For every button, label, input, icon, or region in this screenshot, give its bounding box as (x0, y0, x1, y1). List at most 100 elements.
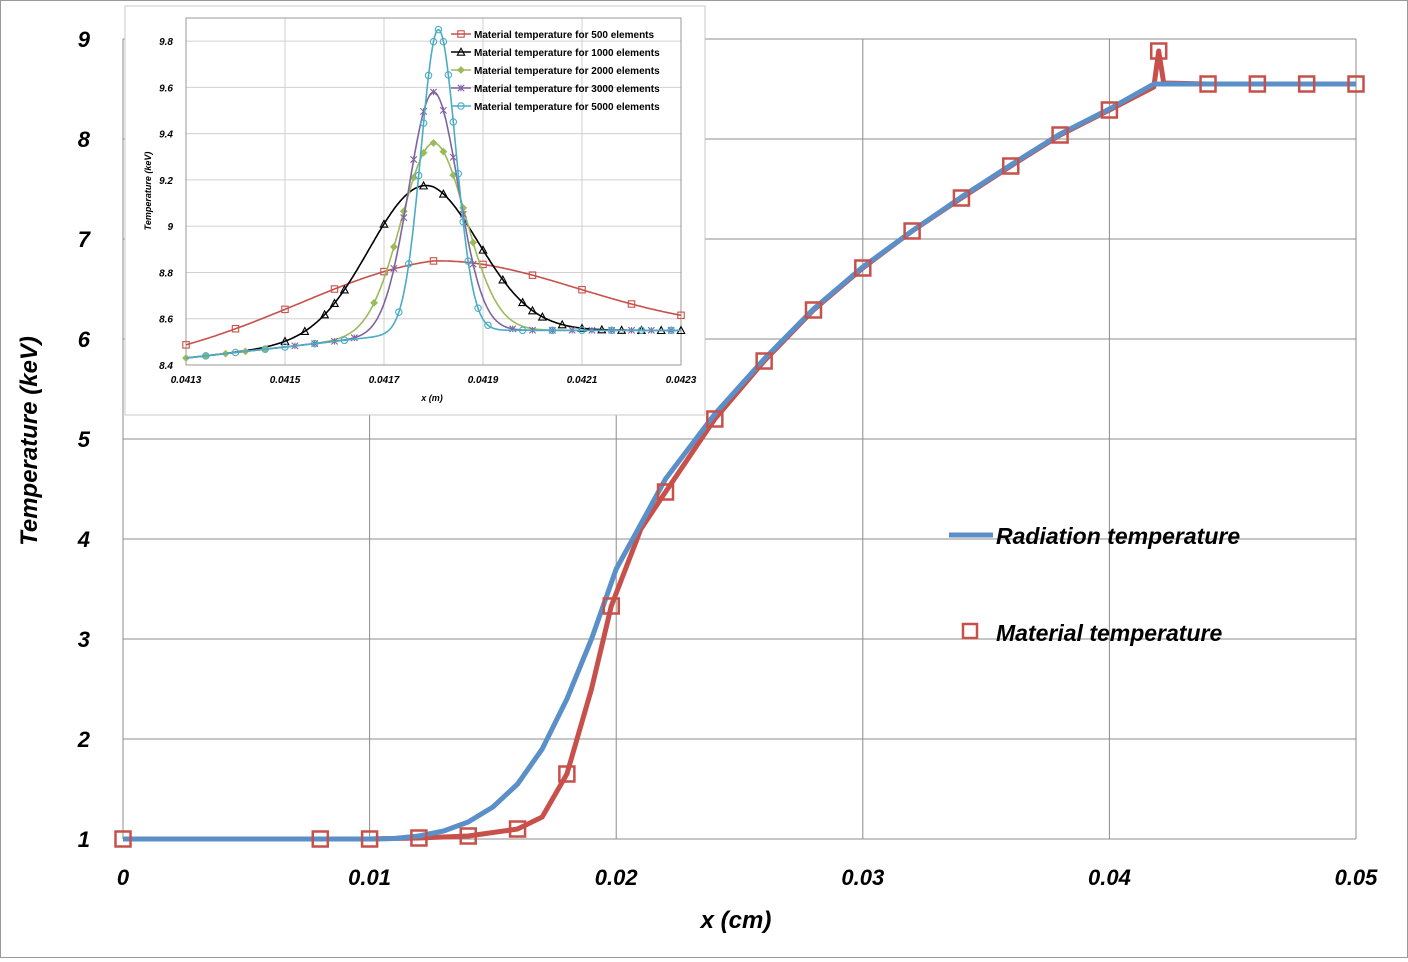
inset-y-tick-label: 8.8 (159, 268, 173, 279)
inset-triangle-marker (300, 326, 310, 335)
inset-circle-marker (231, 348, 240, 357)
x-tick-label: 0.03 (841, 865, 884, 890)
x-tick-label: 0.01 (348, 865, 391, 890)
inset-circle-marker (637, 326, 646, 335)
material-temperature-marker (1297, 75, 1316, 93)
inset-x-tick-label: 0.0417 (369, 375, 400, 386)
y-tick-label: 7 (78, 227, 92, 252)
inset-plot-border (185, 17, 682, 366)
inset-series-layer (182, 25, 686, 362)
material-temperature-marker (1248, 75, 1267, 93)
inset-x-tick-label: 0.0423 (666, 375, 697, 386)
inset-y-tick-label: 9.4 (159, 130, 173, 141)
inset-circle-marker (202, 352, 210, 360)
inset-x-tick-label: 0.0421 (567, 375, 598, 386)
inset-triangle-marker (329, 298, 340, 307)
inset-triangle-marker (527, 305, 538, 315)
legend-radiation-label: Radiation temperature (996, 523, 1240, 549)
material-temperature-marker (602, 597, 621, 615)
inset-y-axis-label: Temperature (keV) (143, 152, 153, 231)
inset-circle-marker (457, 102, 465, 110)
x-axis-label: x (cm) (699, 907, 772, 934)
inset-triangle-marker (438, 189, 449, 198)
y-tick-label: 3 (78, 627, 90, 652)
material-temperature-marker (1051, 126, 1069, 144)
inset-circle-marker (395, 308, 403, 316)
inset-triangle-marker (280, 336, 290, 345)
material-temperature-marker (903, 222, 921, 240)
inset-circle-marker (439, 37, 448, 46)
inset-circle-marker (607, 326, 616, 335)
inset-circle-marker (474, 304, 482, 312)
inset-legend: Material temperature for 500 elements Mat… (451, 30, 660, 113)
material-temperature-marker (114, 830, 132, 848)
inset-circle-marker (414, 171, 423, 180)
inset-triangle-marker (319, 309, 330, 319)
inset-circle-marker (464, 257, 472, 265)
legend-material-swatch (961, 622, 979, 640)
inset-diamond-marker (439, 147, 448, 156)
material-temperature-marker (1100, 101, 1119, 119)
inset-square-marker (677, 311, 685, 320)
inset-diamond-marker (469, 238, 478, 247)
inset-triangle-marker (478, 245, 488, 254)
inset-x-axis-label: x (m) (420, 393, 443, 403)
inset-y-tick-label: 9.2 (159, 176, 173, 187)
material-temperature-marker (459, 827, 477, 845)
inset-legend-label-5: Material temperature for 5000 elements (474, 102, 660, 113)
material-temperature-marker (558, 765, 576, 783)
inset-square-marker (231, 325, 240, 333)
inset-square-marker (578, 285, 586, 294)
inset-triangle-marker (456, 47, 466, 56)
inset-square-marker (429, 257, 438, 265)
material-temperature-marker (755, 352, 773, 370)
x-tick-label: 0 (117, 865, 130, 890)
inset-tick-labels: 0.0413 0.0415 0.0417 0.0419 0.0421 0.0423 8.4 8… (159, 37, 697, 386)
inset-square-marker (182, 341, 190, 349)
inset-circle-marker (404, 260, 413, 268)
inset-y-tick-label: 9.8 (159, 37, 173, 48)
inset-star-marker (449, 153, 457, 161)
inset-diamond-marker (389, 242, 398, 251)
inset-triangle-marker (597, 324, 607, 334)
inset-triangle-marker (379, 219, 389, 228)
inset-triangle-marker (517, 297, 528, 307)
y-tick-label: 4 (77, 527, 90, 552)
inset-star-marker (410, 155, 418, 164)
inset-x-tick-label: 0.0413 (171, 375, 202, 386)
material-temperature-marker (854, 259, 872, 277)
main-legend: Radiation temperature Material temperatur… (949, 523, 1240, 646)
inset-circle-marker (548, 326, 557, 335)
inset-star-marker (390, 264, 398, 273)
inset-square-marker (457, 30, 465, 38)
inset-triangle-marker (339, 284, 350, 294)
radiation-temperature-line (123, 81, 1356, 842)
inset-star-marker (439, 106, 447, 114)
y-tick-label: 6 (78, 327, 91, 352)
inset-legend-label-4: Material temperature for 3000 elements (474, 84, 660, 95)
inset-circle-marker (281, 343, 289, 351)
inset-circle-marker (261, 345, 269, 353)
material-temperature-marker (706, 410, 724, 428)
x-tick-label: 0.02 (595, 865, 639, 890)
y-tick-label: 5 (78, 427, 91, 452)
inset-legend-label-1: Material temperature for 500 elements (474, 30, 655, 41)
material-temperature-marker (804, 301, 823, 319)
inset-legend-label-2: Material temperature for 1000 elements (474, 48, 660, 59)
inset-triangle-marker (537, 311, 548, 321)
y-tick-label: 8 (78, 127, 91, 152)
material-temperature-marker (1199, 75, 1217, 93)
inset-circle-marker (340, 336, 349, 345)
inset-circle-marker (518, 326, 527, 335)
inset-square-marker (627, 300, 636, 308)
inset-diamond-marker (429, 139, 438, 147)
inset-circle-marker (429, 37, 438, 46)
inset-triangle-marker (418, 180, 429, 190)
inset-square-marker (330, 285, 339, 293)
inset-circle-marker (667, 326, 675, 335)
y-axis-label: Temperature (keV) (16, 336, 43, 546)
inset-square-marker (281, 305, 289, 314)
inset-y-tick-label: 8.4 (159, 361, 173, 372)
